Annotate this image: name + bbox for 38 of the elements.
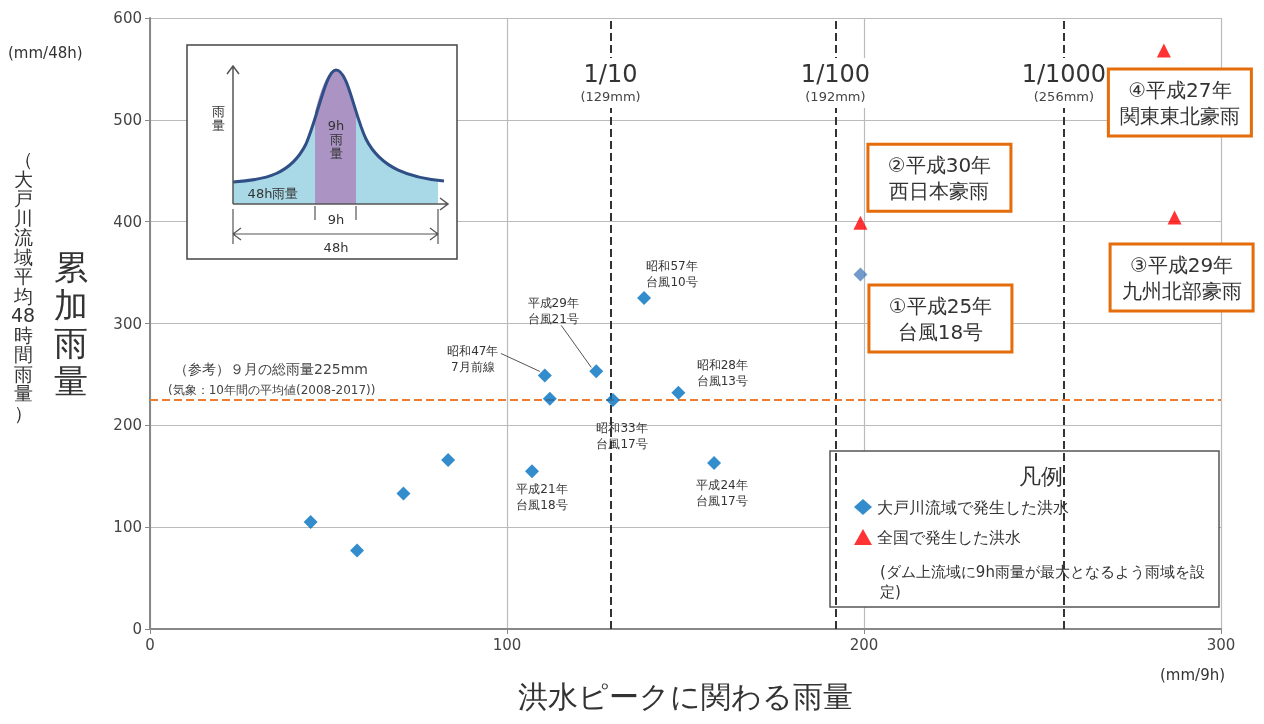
text: (mm/9h)	[1160, 666, 1226, 684]
x-tick-label: 100	[492, 635, 522, 654]
y-tick-label: 400	[113, 212, 142, 231]
x-tick-label: 300	[1206, 635, 1236, 654]
y-axis-title: 累加雨量	[53, 247, 89, 401]
annotation: 9h	[327, 212, 345, 227]
text: （大戸川流域平均48時間雨量）	[10, 148, 36, 424]
y-tick-label: 100	[113, 518, 142, 537]
annotation: 平成24年台風17号	[696, 478, 748, 509]
annotation: 9h雨量	[327, 118, 345, 161]
x-tick-label: 0	[145, 635, 155, 654]
legend-label: 全国で発生した洪水	[877, 527, 1021, 547]
y-tick-label: 0	[132, 620, 142, 638]
annotation: ②平成30年西日本豪雨	[887, 152, 992, 203]
annotation: ④平成27年関東東北豪雨	[1119, 77, 1240, 128]
y-tick-label: 200	[113, 416, 142, 435]
annotation: 48h	[323, 240, 349, 255]
legend-title: 凡例	[1019, 463, 1063, 489]
annotation: ③平成29年九州北部豪雨	[1121, 252, 1242, 303]
annotation: 48h雨量	[247, 186, 299, 201]
annotation: 雨量	[211, 104, 225, 133]
y-tick-label: 500	[113, 110, 142, 129]
ref-line-label: 1/100 (192mm)	[800, 60, 871, 104]
annotation: (気象：10年間の平均値(2008-2017))	[168, 382, 376, 397]
text: (mm/48h)	[8, 44, 83, 62]
annotation: ①平成25年台風18号	[888, 293, 993, 344]
x-tick-label: 200	[849, 635, 879, 654]
annotation: 平成29年台風21号	[527, 296, 579, 327]
y-tick-label: 300	[113, 314, 142, 333]
ref-line-label: 1/1000 (256mm)	[1021, 60, 1107, 104]
annotation: 昭和28年台風13号	[696, 357, 748, 388]
ref-line-label: （参考）９月の総雨量225mm	[174, 360, 368, 377]
annotation: 昭和57年台風10号	[646, 259, 698, 290]
ref-line-label: 1/10 (129mm)	[580, 60, 641, 104]
x-axis-title: 洪水ピークに関わる雨量	[518, 678, 853, 714]
annotation: 昭和47年7月前線	[447, 344, 499, 375]
annotation: 平成21年台風18号	[516, 482, 568, 513]
y-tick-label: 600	[113, 9, 142, 27]
